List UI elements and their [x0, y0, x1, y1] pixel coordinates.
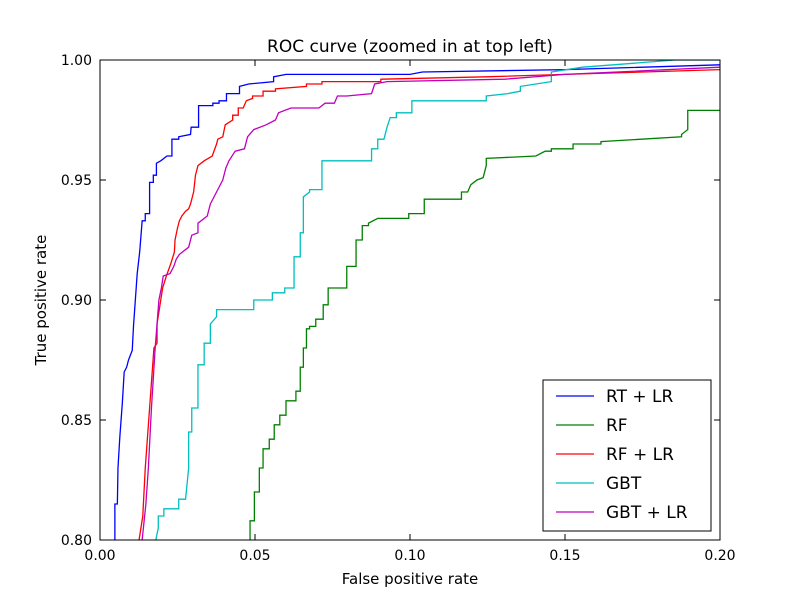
x-axis-label: False positive rate: [342, 570, 479, 588]
y-tick-label: 0.95: [61, 173, 92, 189]
legend-box: [542, 379, 712, 532]
ticks-group: 0.00 0.05 0.10 0.15 0.20 0.80 0.85 0.90 0.95 1.00: [61, 53, 736, 564]
x-tick-label: 0.10: [394, 548, 425, 564]
y-tick-label: 1.00: [61, 53, 92, 69]
series-line-4: [141, 66, 720, 540]
series-line-2: [138, 68, 720, 540]
x-tick-label: 0.05: [239, 548, 270, 564]
series-line-0: [114, 64, 720, 540]
legend-item: RF + LR: [556, 445, 674, 465]
legend-item: RF: [556, 416, 628, 436]
legend-item: GBT + LR: [556, 503, 688, 523]
series-line-3: [155, 60, 720, 540]
y-tick-label: 0.90: [61, 293, 92, 309]
x-tick-label: 0.00: [84, 548, 115, 564]
legend-label: RF + LR: [606, 445, 674, 465]
legend-label: RF: [606, 416, 628, 436]
plot-area: 0.00 0.05 0.10 0.15 0.20 0.80 0.85 0.90 0.95 1.00: [61, 53, 736, 564]
y-tick-label: 0.85: [61, 413, 92, 429]
y-axis-label: True positive rate: [32, 235, 50, 367]
x-tick-label: 0.20: [704, 548, 735, 564]
legend-label: GBT: [606, 474, 642, 494]
legend-item: RT + LR: [556, 387, 673, 407]
chart-title: ROC curve (zoomed in at top left): [267, 37, 553, 57]
legend-label: GBT + LR: [606, 503, 688, 523]
x-tick-label: 0.15: [549, 548, 580, 564]
y-tick-label: 0.80: [61, 533, 92, 549]
legend-label: RT + LR: [606, 387, 673, 407]
legend: RT + LR RF RF + LR GBT GBT + LR: [542, 379, 712, 532]
series-line-1: [249, 109, 720, 540]
legend-item: GBT: [556, 474, 642, 494]
series-group: [114, 60, 720, 540]
